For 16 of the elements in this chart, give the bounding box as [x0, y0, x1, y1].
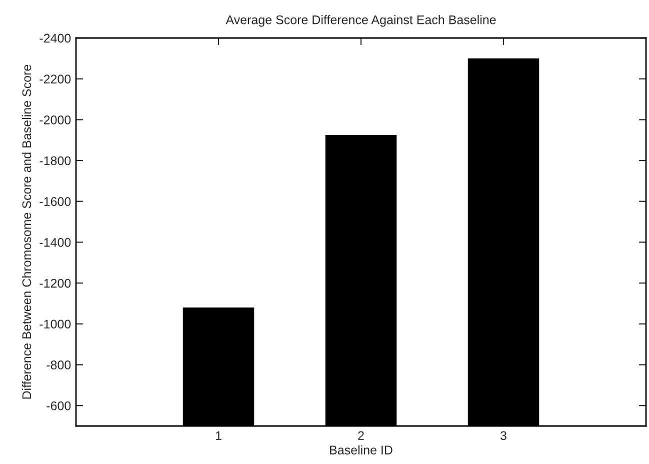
y-tick-label: -2200 [40, 74, 71, 84]
x-tick-label: 3 [500, 431, 506, 440]
y-tick-label: -2400 [40, 34, 71, 43]
chart-title: Average Score Difference Against Each Baseline [226, 15, 496, 27]
y-tick-label: -2000 [40, 115, 71, 124]
y-axis-title: Difference Between Chromosome Score and Baseline Score [22, 64, 32, 399]
y-tick-label: -800 [46, 360, 71, 370]
y-tick-label: -1800 [40, 156, 71, 166]
x-tick-label: 1 [216, 431, 222, 440]
x-tick-label: 2 [358, 431, 364, 440]
x-axis-title: Baseline ID [330, 445, 392, 454]
y-tick-label: -1600 [40, 197, 71, 206]
y-tick-label: -600 [46, 401, 71, 410]
y-tick-label: -1000 [40, 320, 71, 329]
y-tick-label: -1200 [40, 278, 71, 288]
y-tick-label: -1400 [40, 238, 71, 247]
